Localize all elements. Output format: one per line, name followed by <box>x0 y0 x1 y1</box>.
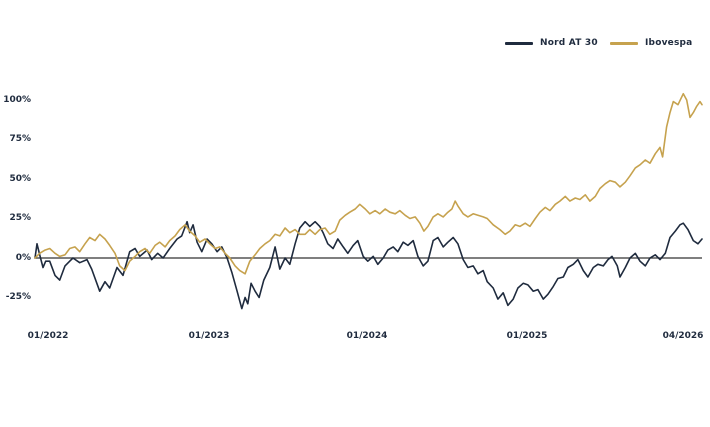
y-tick-0: 0% <box>15 253 31 263</box>
legend-label-nord-at-30: Nord AT 30 <box>540 38 598 48</box>
nord-at-30-swatch-icon <box>505 41 533 45</box>
y-tick-75: 75% <box>9 134 31 144</box>
x-tick-2024: 01/2024 <box>346 331 388 341</box>
x-tick-2025: 01/2025 <box>506 331 548 341</box>
legend-item-ibovespa: Ibovespa <box>610 37 692 49</box>
ibovespa-swatch-icon <box>610 41 638 45</box>
chart-legend: Nord AT 30 Ibovespa <box>0 37 710 51</box>
y-tick-50: 50% <box>9 174 31 184</box>
x-tick-2023: 01/2023 <box>188 331 230 341</box>
ibovespa-line <box>34 92 703 275</box>
x-tick-2026: 04/2026 <box>662 331 704 341</box>
nord-at-30-line <box>34 220 703 310</box>
legend-item-nord-at-30: Nord AT 30 <box>505 37 598 49</box>
y-tick-25: 25% <box>9 213 31 223</box>
y-tick-neg25: -25% <box>5 292 31 302</box>
x-tick-2022: 01/2022 <box>27 331 69 341</box>
legend-label-ibovespa: Ibovespa <box>645 38 693 48</box>
y-tick-100: 100% <box>3 95 31 105</box>
